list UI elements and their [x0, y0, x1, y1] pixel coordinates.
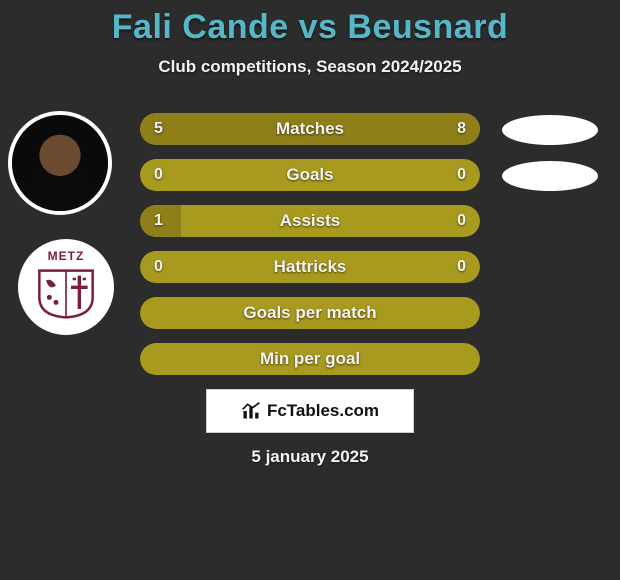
- stat-row: Min per goal: [140, 343, 480, 375]
- brand-text: FcTables.com: [267, 401, 379, 421]
- bar-player1: [140, 113, 269, 145]
- subtitle: Club competitions, Season 2024/2025: [0, 57, 620, 77]
- content-area: METZ: [0, 111, 620, 375]
- club-abbrev: METZ: [30, 249, 102, 263]
- player2-column: [498, 115, 608, 207]
- player2-avatar-placeholder: [502, 115, 598, 145]
- stat-row: 10Assists: [140, 205, 480, 237]
- bar-player2: [269, 113, 480, 145]
- date-label: 5 january 2025: [0, 447, 620, 467]
- club-shield-icon: [36, 265, 96, 323]
- stat-row: Goals per match: [140, 297, 480, 329]
- player1-avatar: [8, 111, 112, 215]
- comparison-card: Fali Cande vs Beusnard Club competitions…: [0, 0, 620, 580]
- player1-club-badge: METZ: [18, 239, 114, 335]
- bar-player1: [140, 205, 181, 237]
- brand-badge: FcTables.com: [206, 389, 414, 433]
- player1-column: METZ: [8, 111, 118, 335]
- stat-rows: 58Matches 00Goals 10Assists 00Hattricks Goal…: [140, 111, 480, 375]
- stat-row: 00Hattricks: [140, 251, 480, 283]
- brand-chart-icon: [241, 401, 261, 421]
- page-title: Fali Cande vs Beusnard: [0, 8, 620, 47]
- stat-row: 58Matches: [140, 113, 480, 145]
- stat-row: 00Goals: [140, 159, 480, 191]
- avatar-placeholder: [12, 115, 108, 211]
- player2-club-placeholder: [502, 161, 598, 191]
